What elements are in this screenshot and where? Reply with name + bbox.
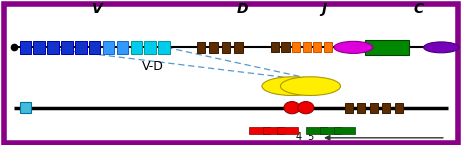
Bar [75, 41, 86, 54]
Bar [48, 41, 59, 54]
Circle shape [262, 77, 322, 95]
Text: V: V [91, 2, 103, 16]
Bar [382, 103, 390, 113]
Bar [103, 41, 114, 54]
Bar [116, 41, 128, 54]
Bar [303, 42, 311, 52]
Bar [197, 42, 205, 53]
Circle shape [280, 77, 340, 95]
Bar [324, 42, 332, 52]
Bar [234, 42, 243, 53]
Text: C: C [413, 2, 423, 16]
Text: D: D [237, 2, 248, 16]
Bar [61, 41, 73, 54]
Bar [357, 103, 365, 113]
Text: 5: 5 [307, 132, 314, 142]
Text: J: J [321, 2, 326, 16]
Text: 4: 4 [296, 132, 302, 142]
Bar [89, 41, 100, 54]
Bar [271, 42, 279, 52]
Bar [395, 103, 403, 113]
Bar [370, 103, 378, 113]
Bar [144, 41, 156, 54]
Bar [130, 41, 142, 54]
Bar [365, 40, 409, 55]
Bar [313, 42, 322, 52]
Bar [209, 42, 218, 53]
Bar [222, 42, 230, 53]
Bar [158, 41, 170, 54]
Bar [19, 102, 31, 114]
Bar [281, 42, 290, 52]
Bar [292, 42, 300, 52]
Text: V-D: V-D [141, 60, 164, 72]
Bar [34, 41, 45, 54]
Bar [19, 41, 31, 54]
Circle shape [424, 42, 459, 53]
Circle shape [334, 41, 373, 53]
Ellipse shape [298, 102, 314, 114]
Ellipse shape [284, 102, 300, 114]
Bar [345, 103, 353, 113]
